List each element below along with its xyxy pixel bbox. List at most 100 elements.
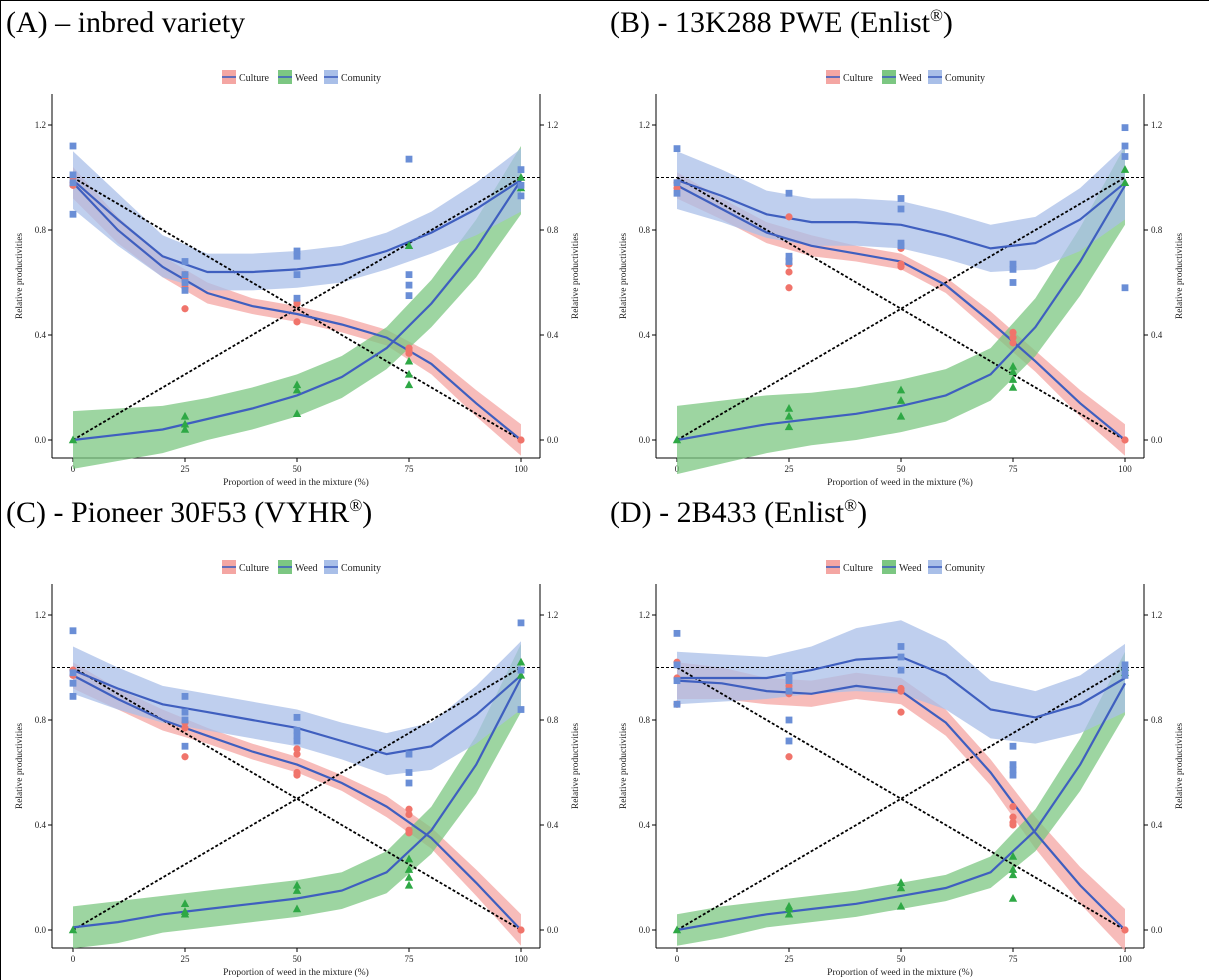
data-point-community — [1009, 265, 1017, 273]
data-point-weed — [896, 411, 906, 420]
data-point-community — [517, 166, 525, 174]
panel-b: (B) - 13K288 PWE (Enlist®) Culture Weed Co… — [604, 0, 1209, 490]
fit-line-culture — [72, 182, 522, 441]
y-tick-label-right: 0.0 — [547, 435, 559, 445]
y-tick-label-right: 0.8 — [1151, 225, 1163, 235]
data-point-culture — [517, 926, 525, 934]
data-point-weed — [1120, 178, 1130, 186]
expected-weed-line — [72, 176, 522, 441]
data-point-weed — [68, 435, 78, 444]
data-point-community — [293, 737, 301, 745]
data-point-culture — [1009, 339, 1017, 347]
fit-line-weed — [72, 677, 522, 929]
legend: Culture Weed Comunity — [222, 70, 381, 84]
data-point-community — [1121, 142, 1129, 150]
data-point-weed — [1008, 865, 1018, 873]
data-point-community — [897, 205, 905, 213]
data-point-culture — [897, 263, 905, 271]
x-tick-label: 50 — [293, 954, 303, 964]
data-point-culture — [673, 184, 681, 192]
data-point-community — [1121, 153, 1129, 160]
chart-svg: Culture Weed Comunity 0.0 0.0 0.4 0.4 0.8 0.8 1.2… — [15, 70, 581, 488]
data-point-community — [69, 142, 77, 150]
x-tick-label: 50 — [897, 954, 907, 964]
data-point-community — [69, 669, 77, 677]
chart-svg: Culture Weed Comunity 0.0 0.0 0.4 0.4 0.8 0.8 1.2… — [619, 70, 1185, 488]
y-tick-label-left: 0.4 — [639, 330, 651, 340]
data-point-culture — [785, 682, 793, 690]
fit-line-culture — [72, 674, 522, 931]
y-axis-label-right: Relative productivities — [1175, 233, 1185, 320]
panel-title: (A) – inbred variety — [6, 6, 246, 39]
fit-line-comunity — [72, 179, 522, 274]
y-axis-label-right: Relative productivities — [571, 723, 581, 810]
data-point-weed — [784, 909, 794, 918]
data-point-community — [1009, 279, 1017, 286]
y-tick-label-left: 0.0 — [35, 435, 47, 445]
data-point-weed — [896, 396, 906, 404]
legend-label: Culture — [239, 563, 270, 574]
legend-label: Culture — [843, 73, 874, 84]
x-tick-label: 100 — [1118, 954, 1132, 964]
x-tick-label: 100 — [514, 954, 528, 964]
data-point-culture — [897, 708, 905, 716]
expected-weed-line — [72, 666, 522, 931]
data-point-community — [897, 666, 905, 674]
y-tick-label-right: 0.4 — [547, 330, 559, 340]
data-point-culture — [293, 745, 301, 753]
y-tick-label-right: 0.4 — [547, 820, 559, 830]
x-tick-label: 25 — [785, 464, 795, 474]
x-axis-label: Proportion of weed in the mixture (%) — [223, 477, 369, 488]
chart-svg: Culture Weed Comunity 0.0 0.0 0.4 0.4 0.8 0.8 1.2… — [15, 560, 581, 978]
data-point-community — [405, 155, 413, 163]
expected-culture-line — [676, 666, 1126, 931]
x-axis-label: Proportion of weed in the mixture (%) — [223, 967, 369, 978]
data-point-culture — [517, 436, 525, 444]
y-tick-label-right: 1.2 — [1151, 610, 1162, 620]
y-tick-label-right: 0.0 — [1151, 925, 1163, 935]
data-point-weed — [672, 435, 682, 444]
data-point-culture — [405, 829, 413, 837]
data-point-community — [517, 666, 525, 674]
data-point-weed — [1008, 870, 1018, 879]
data-point-community — [69, 179, 77, 187]
data-point-community — [673, 677, 681, 685]
data-point-community — [673, 661, 681, 669]
data-point-weed — [292, 886, 302, 894]
data-point-community — [293, 713, 301, 721]
y-tick-label-left: 1.2 — [35, 120, 46, 130]
y-tick-label-left: 0.4 — [35, 330, 47, 340]
data-point-weed — [784, 422, 794, 431]
data-point-weed — [896, 883, 906, 892]
data-point-community — [181, 708, 189, 716]
data-point-community — [405, 769, 413, 776]
data-point-culture — [293, 318, 301, 326]
y-axis-label-left: Relative productivities — [619, 723, 629, 810]
data-point-community — [785, 252, 793, 260]
data-point-community — [181, 286, 189, 294]
x-axis-label: Proportion of weed in the mixture (%) — [827, 967, 973, 978]
y-tick-label-right: 0.0 — [547, 925, 559, 935]
data-point-community — [517, 181, 525, 189]
data-point-community — [405, 750, 413, 758]
data-point-weed — [404, 873, 414, 881]
data-point-community — [673, 189, 681, 197]
data-point-community — [785, 716, 793, 724]
data-point-weed — [516, 670, 526, 679]
data-point-community — [1009, 761, 1017, 769]
data-point-weed — [292, 880, 302, 889]
data-point-weed — [784, 411, 794, 420]
y-tick-label-right: 1.2 — [547, 120, 558, 130]
y-tick-label-left: 0.8 — [639, 715, 651, 725]
confidence-band-culture — [73, 167, 521, 456]
legend-label: Weed — [899, 73, 922, 84]
panel-d: (D) - 2B433 (Enlist®) Culture Weed Comunit… — [604, 490, 1209, 980]
x-tick-label: 100 — [514, 464, 528, 474]
data-point-community — [517, 706, 525, 713]
y-tick-label-left: 0.0 — [639, 435, 651, 445]
fit-line-weed — [676, 184, 1126, 442]
panel-a: (A) – inbred variety Culture Weed Comunity… — [0, 0, 604, 490]
y-tick-label-right: 0.8 — [547, 225, 559, 235]
confidence-band-culture — [677, 172, 1125, 456]
